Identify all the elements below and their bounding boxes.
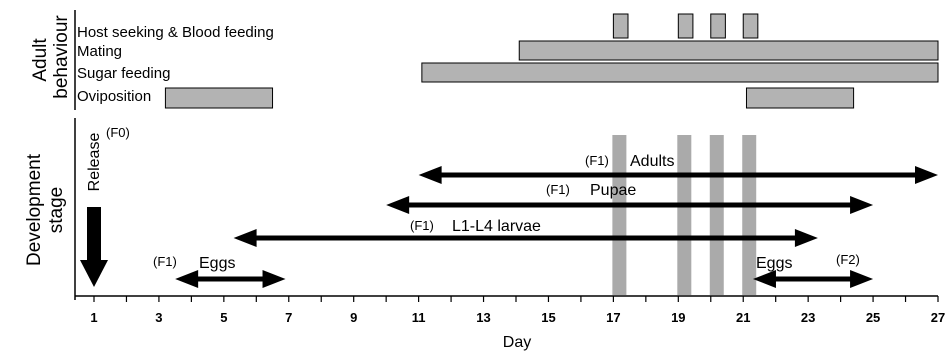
f2-eggs-arrow-left-head <box>752 270 776 288</box>
behaviour-bar-1-2 <box>677 13 694 39</box>
f1-eggs-arrow-right-head <box>262 270 286 288</box>
blood-meal-column-3 <box>709 135 724 295</box>
stage-arrows: (F1) Adults (F1) Pupae (F1) L1-L4 larvae (F1) E… <box>153 153 938 288</box>
blood-meal-column-2 <box>677 135 692 295</box>
larvae-arrow-right-head <box>794 229 818 247</box>
behaviour-label-oviposition: Oviposition <box>77 88 151 105</box>
day-axis: 1 3 5 7 9 11 13 15 17 19 21 23 25 27 <box>75 295 945 325</box>
axis-tick-label: 27 <box>931 310 945 325</box>
adults-arrow-right-head <box>915 166 938 184</box>
development-section-title-line1: Development <box>24 153 45 266</box>
f2-eggs-generation-label: (F2) <box>836 252 860 267</box>
pupae-arrow-right-head <box>850 196 874 214</box>
behaviour-bar-1-4 <box>742 13 759 39</box>
behaviour-label-mating: Mating <box>77 43 122 60</box>
behaviour-bar-4-2 <box>745 87 855 109</box>
release-arrow-shaft <box>87 207 101 261</box>
f1-eggs-generation-label: (F1) <box>153 254 177 269</box>
adults-arrow <box>418 166 938 184</box>
larvae-label: L1-L4 larvae <box>452 218 541 235</box>
adult-section-title-line1: Adult <box>30 38 51 82</box>
larvae-arrow-left-head <box>233 229 257 247</box>
blood-meal-column-4 <box>742 135 757 295</box>
axis-tick-label: 19 <box>671 310 685 325</box>
axis-tick-label: 11 <box>412 310 426 325</box>
development-section-title-line2: stage <box>46 187 67 233</box>
larvae-arrow <box>233 229 818 247</box>
f2-eggs-label: Eggs <box>756 255 792 272</box>
axis-tick-label: 17 <box>606 310 620 325</box>
axis-tick-label: 25 <box>866 310 880 325</box>
pupae-arrow <box>386 196 874 214</box>
pupae-generation-label: (F1) <box>546 182 570 197</box>
axis-tick-label: 3 <box>155 310 162 325</box>
axis-tick-label: 21 <box>736 310 750 325</box>
adults-label: Adults <box>630 153 674 170</box>
release-generation-label: (F0) <box>106 125 130 140</box>
behaviour-bar-1-1 <box>612 13 629 39</box>
f2-eggs-arrow-right-head <box>850 270 874 288</box>
f1-eggs-label: Eggs <box>199 255 235 272</box>
axis-tick-label: 15 <box>541 310 555 325</box>
f2-eggs-arrow <box>752 270 874 288</box>
adult-section-title-line2: behaviour <box>51 15 72 99</box>
pupae-label: Pupae <box>590 182 636 199</box>
behaviour-bar-3-1 <box>421 62 939 83</box>
behaviour-bar-1-3 <box>710 13 726 39</box>
release-arrow <box>80 207 108 287</box>
behaviour-bar-2-1 <box>518 40 939 61</box>
behaviour-label-host-seeking: Host seeking & Blood feeding <box>77 24 274 41</box>
release-label: Release <box>86 133 103 192</box>
behaviour-bar-4-1 <box>164 87 274 109</box>
axis-tick-label: 5 <box>220 310 227 325</box>
behaviour-label-sugar-feeding: Sugar feeding <box>77 65 170 82</box>
release-arrow-head <box>80 260 108 287</box>
adults-generation-label: (F1) <box>585 153 609 168</box>
axis-tick-label: 23 <box>801 310 815 325</box>
pupae-arrow-left-head <box>386 196 410 214</box>
axis-tick-label: 13 <box>476 310 490 325</box>
blood-meal-column-1 <box>612 135 627 295</box>
f1-eggs-arrow <box>175 270 286 288</box>
axis-tick-label: 7 <box>285 310 292 325</box>
axis-tick-label: 1 <box>90 310 97 325</box>
larvae-generation-label: (F1) <box>410 218 434 233</box>
adults-arrow-left-head <box>418 166 442 184</box>
behaviour-bars <box>164 13 939 109</box>
f1-eggs-arrow-left-head <box>175 270 199 288</box>
axis-tick-label: 9 <box>350 310 357 325</box>
axis-title: Day <box>503 334 531 351</box>
